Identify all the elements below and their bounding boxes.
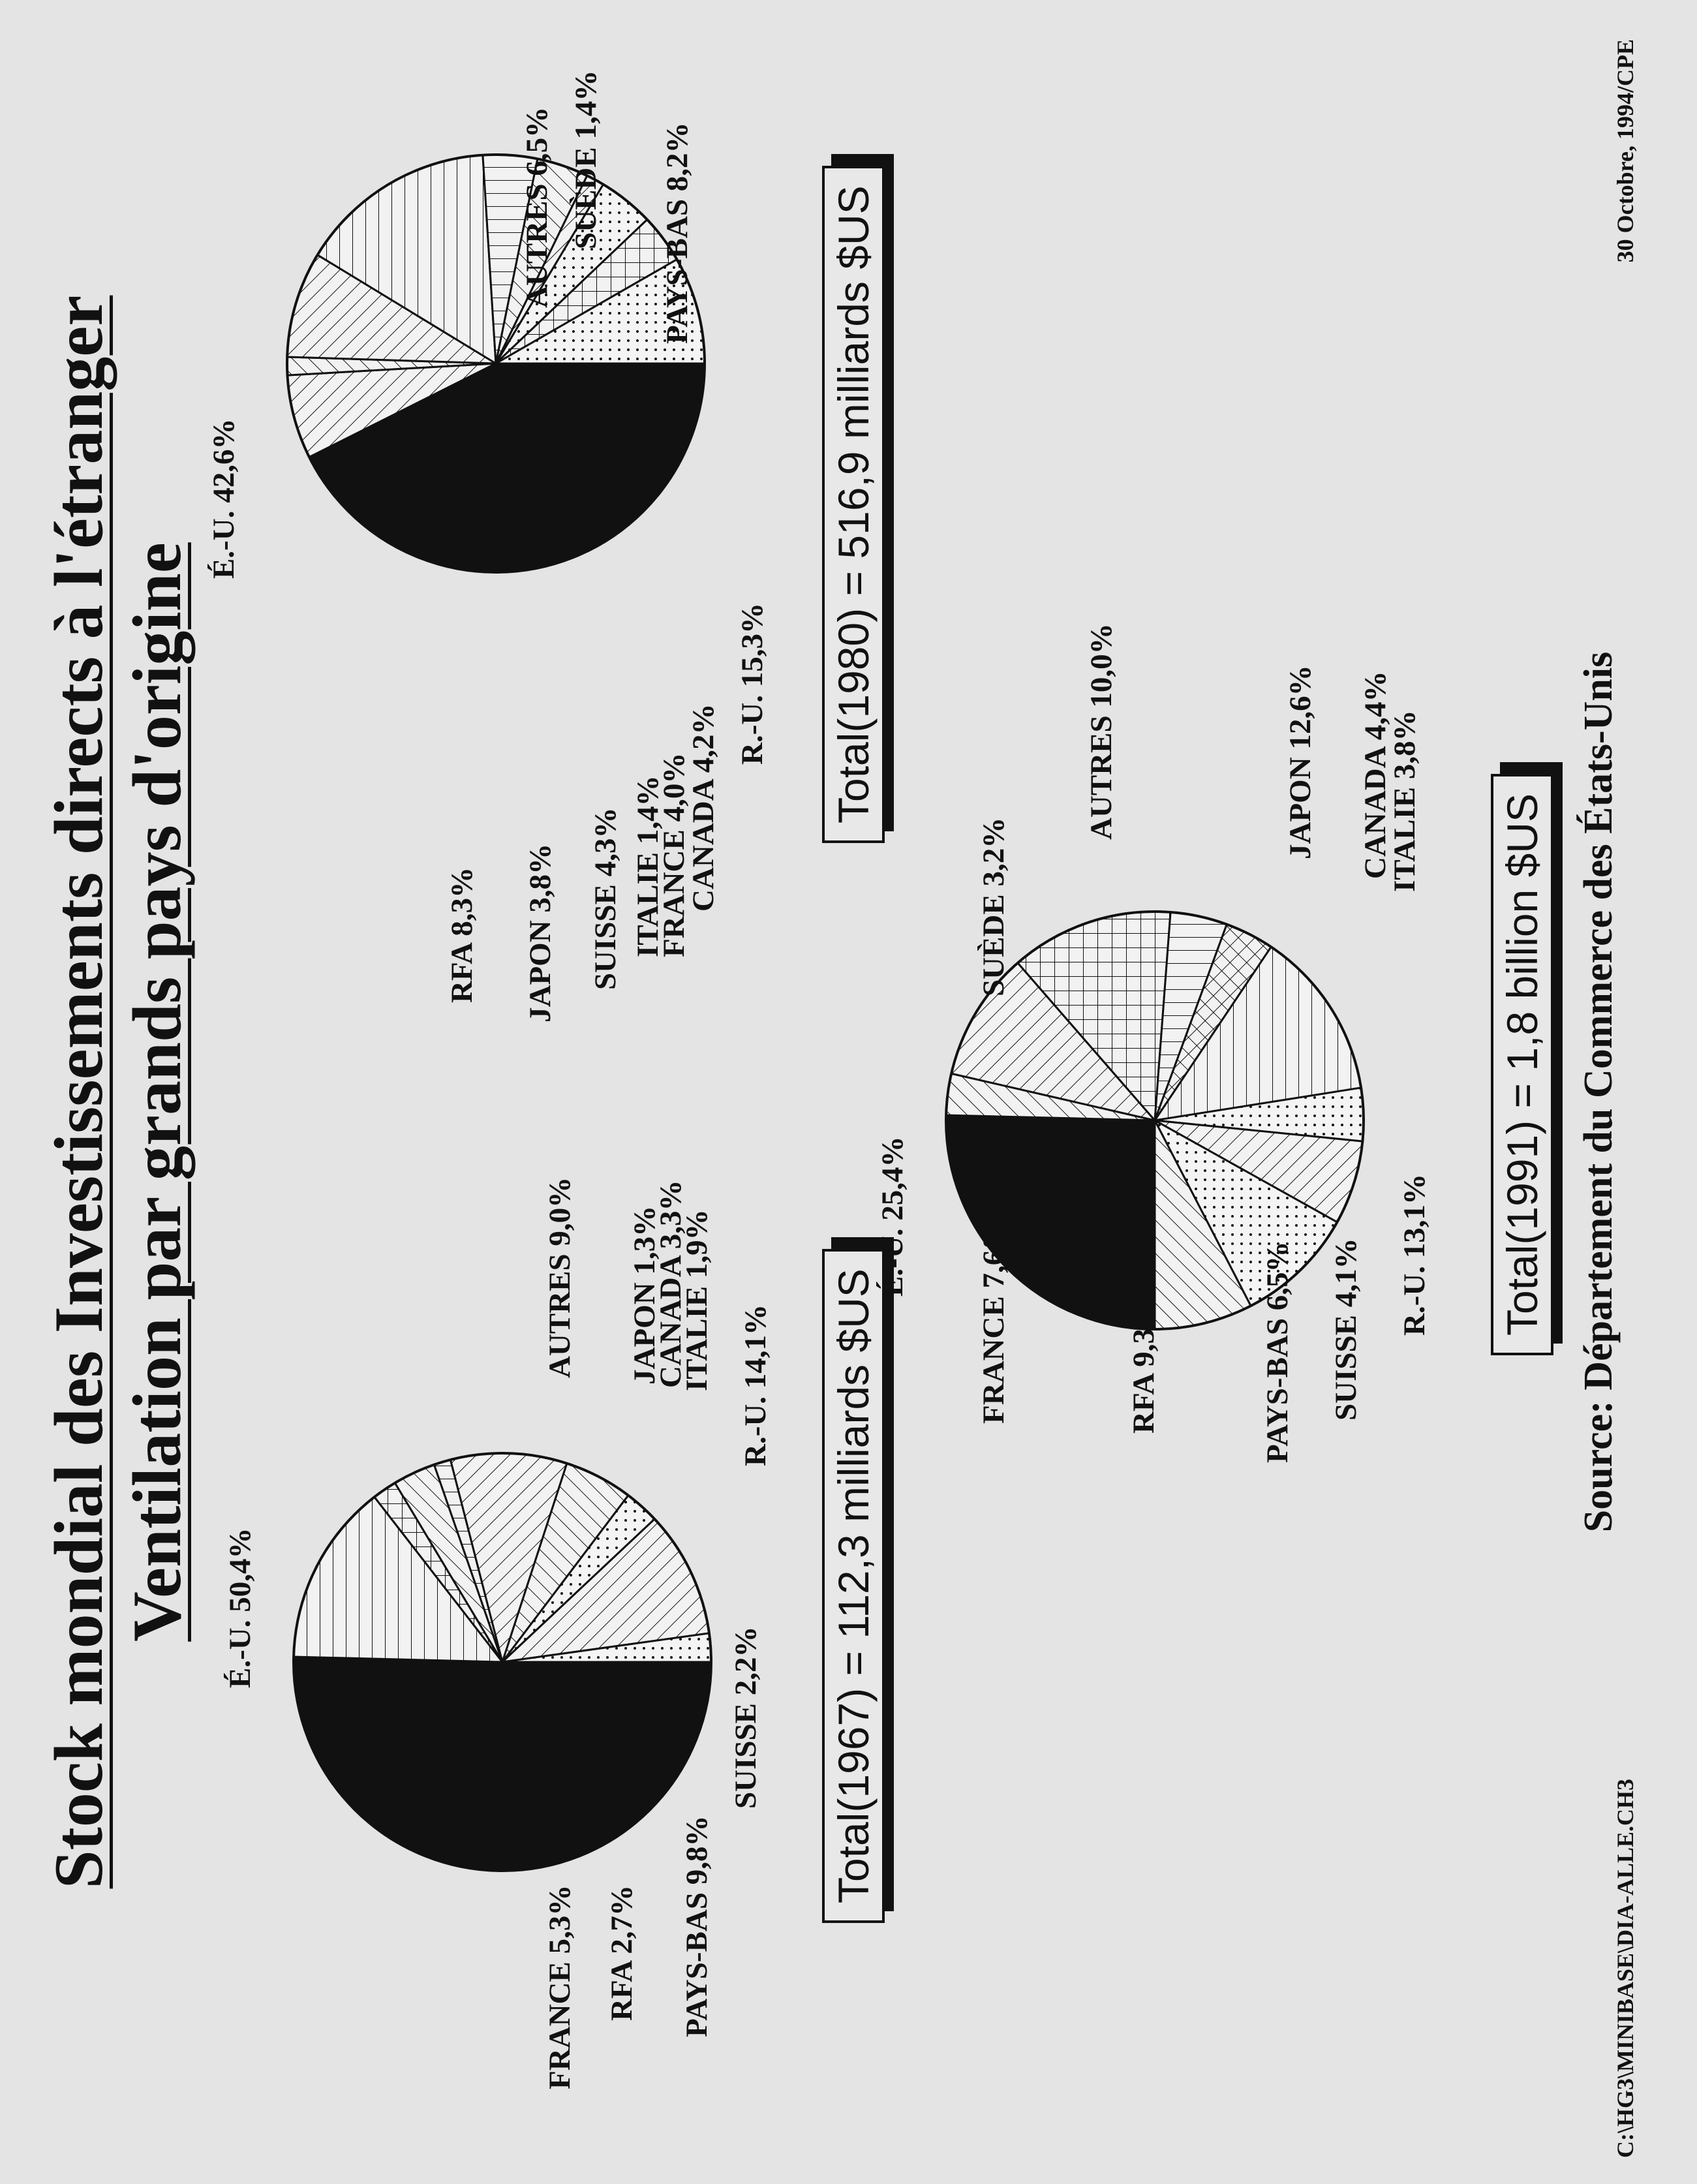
pie-slice-1967-e-u [292, 1655, 712, 1872]
label-1991-rfa: RFA 9,3% [1127, 1297, 1161, 1434]
label-1980-italie: ITALIE 1,4% [631, 775, 665, 957]
label-1980-suisse: SUISSE 4,3% [589, 807, 622, 991]
label-1980-suede: SUÈDE 1,4% [569, 70, 603, 249]
pie-outline-1980 [286, 153, 706, 574]
label-1991-eu: É.-U. 25,4% [876, 1136, 910, 1297]
pie-chart-1967 [292, 1452, 712, 1872]
label-1980-pays-bas: PAYS-BAS 8,2% [660, 122, 694, 344]
label-1967-pays-bas: PAYS-BAS 9,8% [680, 1815, 714, 2037]
label-1991-suede: SUÈDE 3,2% [977, 817, 1011, 996]
label-1980-japon: JAPON 3,8% [523, 843, 557, 1023]
label-1980-canada: CANADA 4,2% [686, 703, 720, 912]
total-1967: Total(1967) = 112,3 milliards $US [822, 1249, 885, 1923]
label-1980-autres: AUTRES 6,5% [520, 106, 554, 308]
total-1991: Total(1991) = 1,8 billion $US [1491, 774, 1553, 1355]
label-1967-ru: R.-U. 14,1% [739, 1304, 772, 1466]
pie-outline-1991 [945, 910, 1365, 1330]
label-1991-canada: CANADA 4,4% [1358, 671, 1392, 879]
page-title: Stock mondial des Investissements direct… [40, 295, 117, 1889]
label-1980-rfa: RFA 8,3% [445, 867, 479, 1003]
label-1991-pays-bas: PAYS-BAS 6,5% [1261, 1241, 1294, 1463]
label-1967-eu: É.-U. 50,4% [223, 1528, 257, 1688]
label-1991-autres: AUTRES 10,0% [1084, 623, 1118, 840]
label-1991-france: FRANCE 7,6% [977, 1219, 1011, 1424]
label-1991-ru: R.-U. 13,1% [1398, 1173, 1431, 1336]
pie-outline-1967 [292, 1452, 712, 1872]
page-subtitle: Ventilation par grands pays d'origine [119, 542, 195, 1642]
pie-chart-1980 [286, 153, 706, 574]
label-1991-suisse: SUISSE 4,1% [1329, 1238, 1363, 1421]
label-1967-france: FRANCE 5,3% [543, 1884, 577, 2089]
label-1991-italie: ITALIE 3,8% [1388, 710, 1422, 892]
pie-chart-1991 [945, 910, 1365, 1330]
total-1980: Total(1980) = 516,9 milliards $US [822, 166, 885, 843]
label-1980-eu: É.-U. 42,6% [207, 418, 241, 579]
label-1967-suisse: SUISSE 2,2% [729, 1626, 763, 1809]
label-1967-japon: JAPON 1,3% [628, 1205, 662, 1385]
label-1967-autres: AUTRES 9,0% [543, 1177, 577, 1378]
label-1991-japon: JAPON 12,6% [1283, 665, 1317, 859]
label-1967-rfa: RFA 2,7% [605, 1884, 639, 2021]
label-1980-ru: R.-U. 15,3% [735, 602, 769, 765]
date-stamp: 30 Octobre, 1994/CPE [1612, 39, 1638, 263]
file-path: C:\HG3\MINIBASE\DIA-ALLE.CH3 [1612, 1778, 1638, 2158]
